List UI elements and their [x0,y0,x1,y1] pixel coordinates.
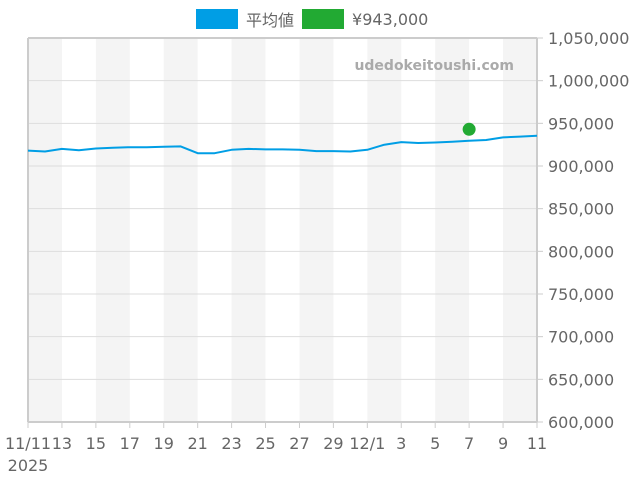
x-tick-label: 3 [396,434,406,453]
x-tick-label: 15 [86,434,106,453]
watermark: udedokeitoushi.com [354,58,514,74]
x-tick-label: 19 [154,434,174,453]
y-tick-label: 1,000,000 [548,72,629,91]
x-tick-label: 11 [527,434,547,453]
x-tick-label: 11/11 [5,434,51,453]
y-tick-label: 1,050,000 [548,29,629,48]
x-tick-label: 17 [120,434,140,453]
current-price-marker[interactable] [462,122,476,136]
x-tick-label: 27 [289,434,309,453]
legend-swatch-price[interactable] [302,9,345,29]
background-stripe [95,38,130,422]
x-tick-label: 12/1 [349,434,385,453]
x-tick-label: 7 [464,434,474,453]
x-tick-label: 25 [255,434,275,453]
x-tick-label: 23 [221,434,241,453]
chart-legend: 平均値 ¥943,000 [196,8,436,30]
background-stripe [28,38,62,422]
background-stripe [503,38,537,422]
x-tick-label: 13 [52,434,72,453]
y-tick-label: 750,000 [548,285,614,304]
x-tick-label: 5 [430,434,440,453]
x-tick-label: 2025 [8,456,49,475]
y-tick-label: 850,000 [548,200,614,219]
legend-swatch-average[interactable] [196,9,238,29]
y-tick-label: 650,000 [548,370,614,389]
background-stripe [231,38,266,422]
legend-label-average[interactable]: 平均値 [246,11,295,30]
background-stripe [367,38,402,422]
legend-label-price[interactable]: ¥943,000 [352,9,429,29]
y-tick-label: 950,000 [548,114,614,133]
x-tick-label: 9 [498,434,508,453]
y-tick-label: 600,000 [548,413,614,432]
background-stripe [163,38,198,422]
y-tick-label: 700,000 [548,328,614,347]
x-tick-label: 29 [323,434,343,453]
x-tick-label: 21 [187,434,207,453]
background-stripe [435,38,470,422]
y-tick-label: 900,000 [548,157,614,176]
average-price-line[interactable] [27,134,538,155]
y-tick-label: 800,000 [548,242,614,261]
background-stripe [299,38,334,422]
